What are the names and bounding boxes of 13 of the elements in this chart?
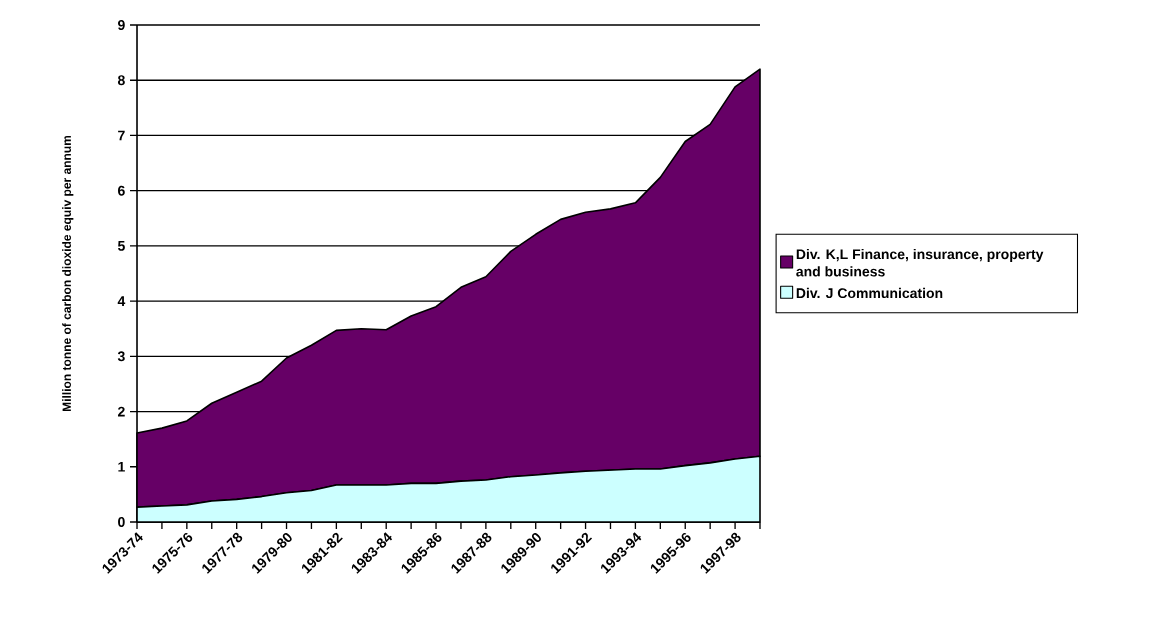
y-tick-label: 1 xyxy=(118,461,125,472)
legend-label: Div. J Communication xyxy=(796,287,943,299)
y-tick-label: 7 xyxy=(118,130,125,141)
y-tick-label: 9 xyxy=(117,20,125,30)
y-tick-label: 6 xyxy=(118,185,125,196)
y-tick-label: 0 xyxy=(118,517,125,527)
y-axis-title: Million tonne of carbon dioxide equiv per annum xyxy=(62,135,74,412)
legend-label: Div. K,L Finance, insurance, property and business xyxy=(796,248,1044,277)
y-tick-label: 2 xyxy=(117,406,125,417)
y-tick-label: 3 xyxy=(117,351,125,362)
y-tick-label: 4 xyxy=(117,296,126,306)
y-tick-label: 5 xyxy=(117,241,125,251)
y-tick-label: 8 xyxy=(117,75,125,86)
